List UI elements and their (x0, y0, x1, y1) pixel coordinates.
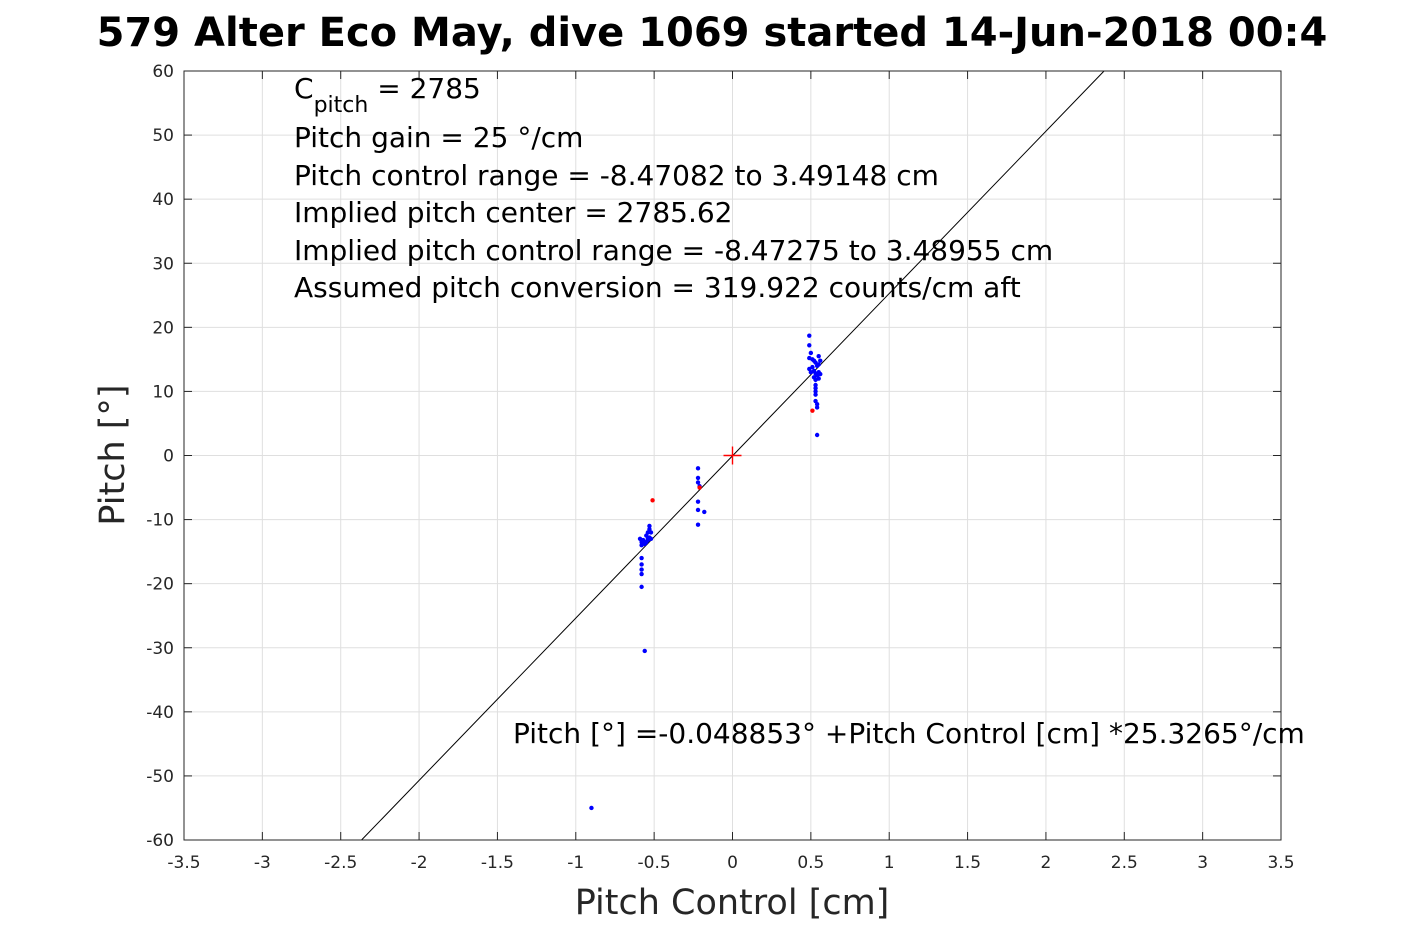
data-point (639, 555, 644, 561)
implied-pitch-range-annotation: Implied pitch control range = -8.47275 t… (294, 234, 1053, 267)
data-point (807, 333, 812, 338)
x-tick-label: 1.5 (954, 853, 981, 873)
x-tick-label: -1.5 (481, 853, 514, 873)
data-point (639, 584, 644, 590)
y-tick-label: -50 (146, 767, 174, 787)
data-point (697, 485, 702, 490)
y-tick-label: -30 (146, 639, 174, 659)
data-point (695, 480, 701, 485)
data-point (810, 364, 815, 370)
x-tick-label: 1 (884, 853, 895, 873)
data-point (814, 402, 820, 407)
implied-pitch-center-annotation: Implied pitch center = 2785.62 (294, 196, 732, 229)
x-tick-label: -2.5 (324, 853, 357, 873)
scatter-points (589, 333, 823, 811)
chart-title: 579 Alter Eco May, dive 1069 started 14-… (97, 10, 1328, 56)
data-point (695, 507, 701, 513)
data-point (648, 530, 654, 535)
data-point (695, 499, 701, 504)
data-point (695, 475, 701, 481)
x-tick-label: -0.5 (638, 853, 671, 873)
data-point (639, 571, 644, 577)
x-tick-label: 2 (1041, 853, 1052, 873)
data-point (816, 353, 821, 359)
c-pitch-value: = 2785 (368, 72, 481, 105)
x-tick-label: -3 (254, 853, 271, 873)
data-point (808, 350, 814, 356)
x-tick-label: 3.5 (1267, 853, 1294, 873)
data-point (639, 567, 644, 572)
y-tick-label: 10 (152, 382, 174, 402)
data-point (702, 509, 707, 515)
data-point (813, 382, 818, 388)
pitch-gain-annotation: Pitch gain = 25 °/cm (294, 121, 583, 154)
y-tick-label: -40 (146, 703, 174, 723)
x-tick-label: 0 (727, 853, 738, 873)
data-point (650, 498, 655, 503)
center-marker (723, 446, 742, 465)
data-point (647, 523, 652, 529)
data-point (816, 362, 821, 367)
data-point (813, 386, 818, 391)
x-tick-label: 2.5 (1111, 853, 1138, 873)
x-tick-label: 3 (1197, 853, 1208, 873)
data-point (589, 805, 594, 811)
data-point (695, 466, 701, 471)
x-tick-label: -1 (567, 853, 584, 873)
c-pitch-annotation: Cpitch = 2785 (294, 72, 481, 118)
y-axis-ticks: -60 -50 -40 -30 -20 -10 0 10 20 30 40 50 60 (146, 62, 1281, 851)
data-point (639, 562, 644, 567)
data-point (648, 536, 654, 542)
y-tick-label: 60 (152, 62, 174, 82)
y-tick-label: -10 (146, 511, 174, 531)
data-point (642, 648, 647, 654)
y-tick-label: -20 (146, 575, 174, 595)
x-tick-label: -3.5 (167, 853, 200, 873)
data-point (813, 392, 818, 397)
data-point (695, 522, 701, 527)
data-point (813, 389, 818, 394)
x-axis-ticks: -3.5 -3 -2.5 -2 -1.5 -1 -0.5 0 0.5 1 1.5 2 2.5 3 3.5 (167, 71, 1295, 873)
y-tick-label: 50 (152, 126, 174, 146)
y-tick-label: 30 (152, 254, 174, 274)
data-point (816, 376, 821, 381)
y-tick-label: 40 (152, 190, 174, 210)
data-point (807, 343, 812, 348)
data-point (814, 432, 820, 438)
x-axis-label: Pitch Control [cm] (575, 883, 890, 923)
c-pitch-symbol: C (294, 72, 314, 105)
y-tick-label: -60 (146, 831, 174, 851)
data-point (818, 371, 823, 377)
y-axis-label: Pitch [°] (93, 384, 133, 525)
data-point (814, 405, 820, 410)
fit-equation-annotation: Pitch [°] =-0.048853° +Pitch Control [cm… (513, 717, 1305, 750)
pitch-conversion-annotation: Assumed pitch conversion = 319.922 count… (294, 271, 1021, 304)
y-tick-label: 0 (163, 447, 174, 467)
data-point (810, 408, 815, 413)
x-tick-label: 0.5 (797, 853, 824, 873)
annotation-block: Cpitch = 2785 Pitch gain = 25 °/cm Pitch… (294, 72, 1053, 304)
data-point (818, 358, 823, 363)
pitch-control-range-annotation: Pitch control range = -8.47082 to 3.4914… (294, 159, 939, 192)
x-tick-label: -2 (411, 853, 428, 873)
c-pitch-subscript: pitch (314, 93, 369, 118)
y-tick-label: 20 (152, 318, 174, 338)
